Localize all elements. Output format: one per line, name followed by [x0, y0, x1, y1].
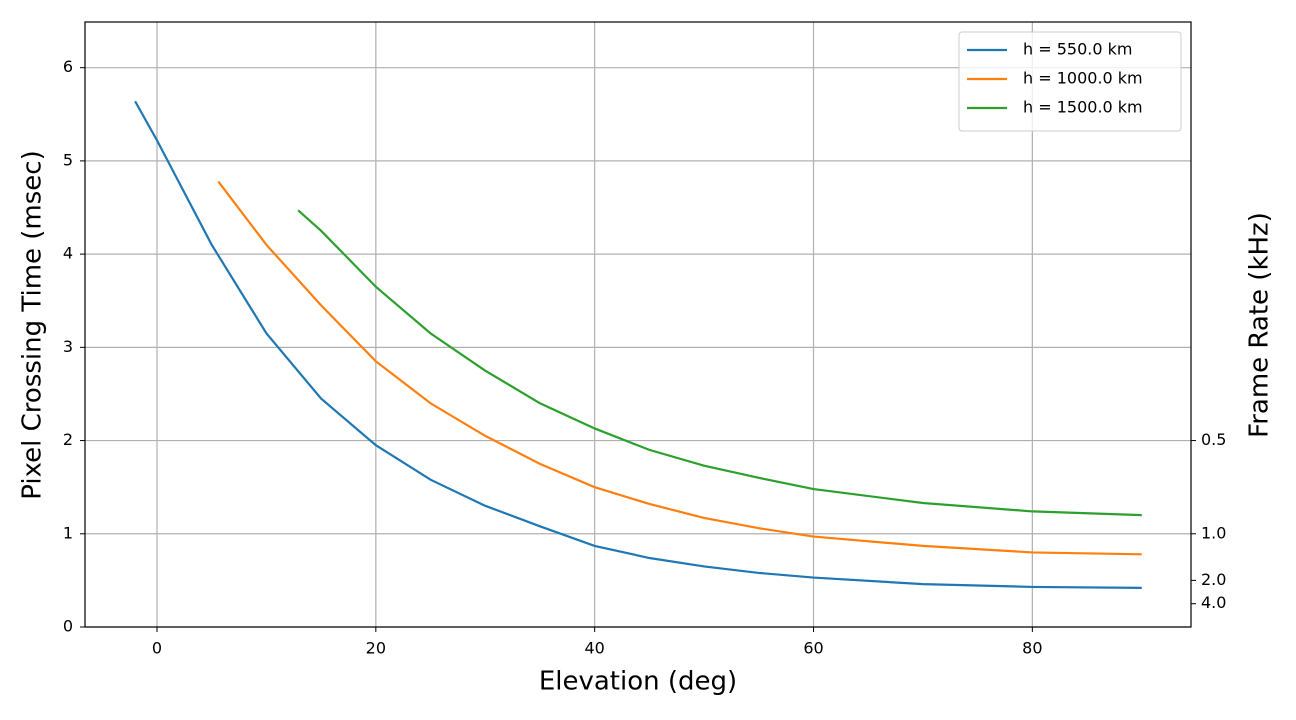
- y2-tick-label: 0.5: [1201, 430, 1226, 449]
- y-tick-label: 4: [63, 244, 73, 263]
- y2-tick-label: 4.0: [1201, 593, 1226, 612]
- x-tick-label: 80: [1022, 639, 1042, 658]
- y-tick-label: 1: [63, 523, 73, 542]
- y2-axis-label: Frame Rate (kHz): [1245, 212, 1275, 438]
- y-tick-label: 0: [63, 617, 73, 636]
- line: [297, 209, 1142, 517]
- y2-tick-label: 1.0: [1201, 523, 1226, 542]
- x-axis-label: Elevation (deg): [539, 667, 737, 697]
- y-tick-label: 3: [63, 337, 73, 356]
- y-axis-label: Pixel Crossing Time (msec): [18, 150, 48, 500]
- line: [217, 180, 1142, 556]
- plot-frame: [84, 21, 1192, 628]
- x-tick-label: 0: [152, 639, 162, 658]
- legend-label: h = 550.0 km: [1023, 40, 1132, 59]
- y2-tick-label: 2.0: [1201, 570, 1226, 589]
- x-tick-label: 40: [584, 639, 604, 658]
- y-tick-label: 6: [63, 57, 73, 76]
- x-tick-label: 60: [803, 639, 823, 658]
- y-tick-label: 5: [63, 150, 73, 169]
- legend-label: h = 1000.0 km: [1023, 69, 1143, 88]
- legend: h = 550.0 km h = 1000.0 km h = 1500.0 km: [958, 31, 1182, 132]
- line: [134, 100, 1142, 589]
- legend-box: [958, 31, 1182, 132]
- y-tick-label: 2: [63, 430, 73, 449]
- legend-label: h = 1500.0 km: [1023, 98, 1143, 117]
- x-tick-label: 20: [366, 639, 386, 658]
